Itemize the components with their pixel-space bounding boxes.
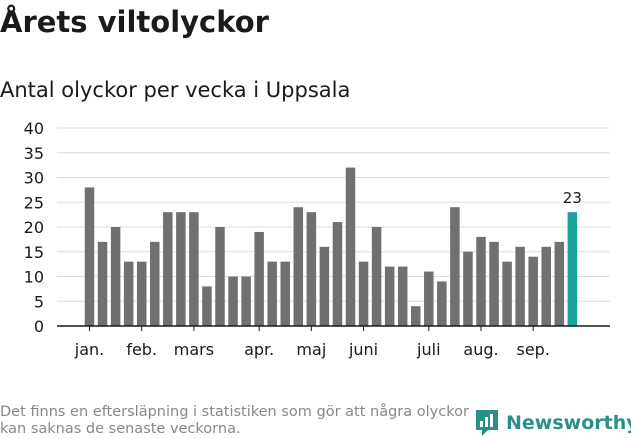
highlight-data-label: 23 <box>563 189 582 207</box>
bar <box>267 261 277 326</box>
bar <box>176 212 186 326</box>
bar <box>189 212 199 326</box>
bar <box>397 266 408 326</box>
bar <box>202 286 212 326</box>
x-tick-label: sep. <box>516 340 549 359</box>
bar-chart: 0 5 10 15 20 25 30 35 40 jan. feb. mars apr. maj juni j… <box>24 119 610 359</box>
bar <box>293 207 304 326</box>
bar <box>371 227 382 326</box>
bar <box>241 276 251 326</box>
bar <box>528 256 538 326</box>
y-tick-label: 35 <box>24 144 44 163</box>
y-tick-label: 30 <box>24 169 44 188</box>
bar <box>97 241 108 326</box>
y-tick-label: 0 <box>34 317 44 336</box>
bar <box>110 227 121 326</box>
brand-logo: Newsworthy <box>474 407 631 439</box>
bar <box>463 251 473 326</box>
bar <box>541 246 551 326</box>
bar <box>450 207 460 326</box>
x-tick-label: apr. <box>244 340 274 359</box>
bar <box>502 261 512 326</box>
bar <box>280 261 290 326</box>
x-tick-label: jan. <box>74 340 104 359</box>
brand-name: Newsworthy <box>506 412 631 434</box>
x-tick-label: aug. <box>463 340 498 359</box>
y-tick-label: 40 <box>24 119 44 138</box>
x-tick-label: feb. <box>126 340 157 359</box>
y-tick-label: 25 <box>24 193 44 212</box>
bar <box>136 261 147 326</box>
chart-subtitle: Antal olyckor per vecka i Uppsala <box>0 78 351 102</box>
x-tick-label: juni <box>348 340 378 359</box>
bar <box>215 227 225 326</box>
bar <box>345 167 356 326</box>
bar <box>163 212 173 326</box>
y-tick-label: 20 <box>24 218 44 237</box>
bar <box>306 212 317 326</box>
y-tick-label: 15 <box>24 243 44 262</box>
footnote: Det finns en eftersläpning i statistiken… <box>0 404 469 437</box>
highlight-bar <box>567 212 578 326</box>
bar <box>123 261 134 326</box>
bar <box>489 241 499 326</box>
bar <box>437 281 447 326</box>
bar <box>424 271 434 326</box>
y-tick-label: 10 <box>24 268 44 287</box>
bar <box>411 306 421 326</box>
bar <box>358 261 369 326</box>
bar <box>332 222 343 326</box>
bar <box>554 241 565 326</box>
bar <box>228 276 238 326</box>
chart-title: Årets viltolyckor <box>0 5 269 39</box>
x-tick-label: maj <box>296 340 326 359</box>
newsworthy-logo-icon <box>476 410 498 436</box>
bar <box>515 246 525 326</box>
bar <box>254 231 264 326</box>
x-tick-label: mars <box>174 340 214 359</box>
bar <box>150 241 160 326</box>
x-tick-label: juli <box>416 340 440 359</box>
bar <box>84 187 95 326</box>
bar <box>476 236 486 326</box>
bar <box>319 246 330 326</box>
bar <box>384 266 395 326</box>
y-tick-label: 5 <box>34 292 44 311</box>
